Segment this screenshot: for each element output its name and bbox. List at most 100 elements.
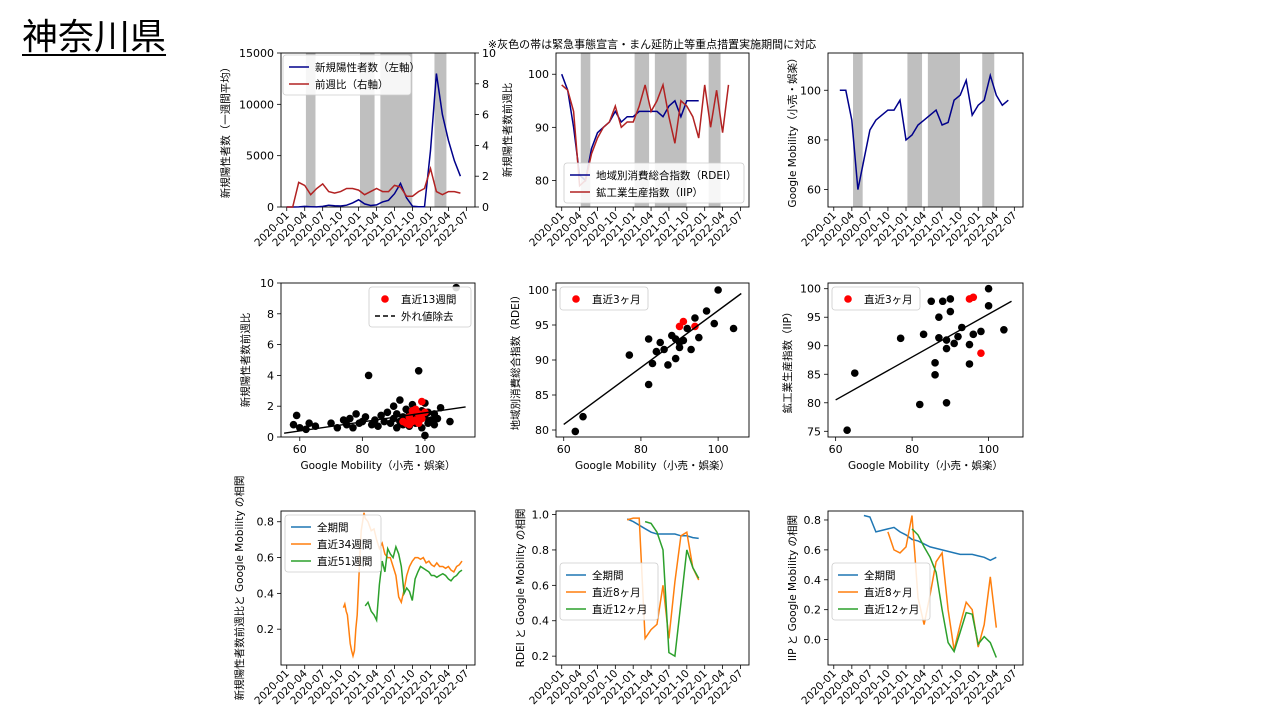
data-point <box>1000 325 1008 334</box>
chart-p8: 2020-012020-042020-072020-102021-012021-… <box>514 509 750 707</box>
legend-box <box>368 286 472 328</box>
y-tick-label: 100 <box>800 283 821 296</box>
data-point <box>414 366 423 375</box>
y-tick-label: 0.8 <box>804 514 822 527</box>
y-tick-label: 1.0 <box>532 509 550 522</box>
legend-label: 直近12ヶ月 <box>864 603 919 616</box>
legend-box <box>831 286 921 311</box>
y-tick-label: 90 <box>535 354 549 367</box>
fit-line <box>835 300 1012 401</box>
y-tick-label: 0.4 <box>804 574 822 587</box>
legend-swatch <box>381 295 389 303</box>
data-point <box>396 396 404 404</box>
data-point <box>349 423 357 432</box>
data-point <box>579 412 587 421</box>
legend-box <box>559 286 649 311</box>
x-tick-label: 100 <box>708 443 729 456</box>
data-point <box>931 371 939 379</box>
series-line <box>286 73 462 208</box>
y-tick-label: 6 <box>482 109 489 122</box>
data-point <box>938 297 947 306</box>
y-tick-label: 10 <box>482 47 496 60</box>
data-point <box>946 295 955 303</box>
data-point <box>919 330 928 339</box>
legend-box <box>563 162 745 204</box>
y-axis-label-right: 新規陽性者数前週比 <box>501 83 514 178</box>
x-tick-label: 80 <box>905 443 919 456</box>
x-axis-label: Google Mobility（小売・娯楽） <box>300 459 455 472</box>
data-point <box>984 284 993 293</box>
fit-line <box>284 406 466 434</box>
data-point <box>377 411 385 420</box>
y-axis-label-left: 新規陽性者数（一週間平均） <box>219 62 232 199</box>
recent-data-point <box>418 397 426 406</box>
series-line <box>286 165 461 208</box>
x-tick-label: 80 <box>355 443 369 456</box>
y-tick-label: 100 <box>528 68 549 81</box>
y-tick-label: 0.8 <box>257 516 275 529</box>
legend-label: 直近51週間 <box>317 555 372 568</box>
y-tick-label: 4 <box>482 139 489 152</box>
data-point <box>305 419 313 427</box>
slide-title: 神奈川県 <box>22 17 167 58</box>
chart-p1: 2020-012020-042020-072020-102021-012021-… <box>219 47 514 249</box>
y-tick-label: 0.0 <box>804 634 822 647</box>
y-tick-label: 0.2 <box>257 623 275 636</box>
legend-swatch <box>572 295 580 303</box>
series-line <box>644 520 700 658</box>
y-tick-label: 10000 <box>239 98 274 111</box>
shaded-period <box>982 53 995 207</box>
data-point <box>691 314 699 322</box>
recent-data-point <box>679 317 688 326</box>
data-point <box>935 333 943 342</box>
y-tick-label: 0 <box>267 201 274 214</box>
data-point <box>984 302 993 310</box>
data-point <box>850 369 859 377</box>
x-tick-label: 60 <box>293 443 307 456</box>
legend-label: 鉱工業生産指数（IIP） <box>596 186 703 199</box>
data-point <box>352 410 360 418</box>
y-tick-label: 10 <box>260 277 274 290</box>
data-point <box>652 347 661 356</box>
y-tick-label: 0.6 <box>804 544 822 557</box>
x-axis-label: Google Mobility（小売・娯楽） <box>848 459 1003 472</box>
legend-label: 直近12ヶ月 <box>592 603 647 616</box>
y-tick-label: 80 <box>807 134 821 147</box>
data-point <box>942 344 951 353</box>
legend-label: 直近8ヶ月 <box>864 586 913 599</box>
legend-label: 直近34週間 <box>317 538 372 551</box>
series-line <box>911 528 997 658</box>
shaded-period <box>305 53 316 207</box>
legend-label: 直近3ヶ月 <box>864 293 913 306</box>
y-tick-label: 0.8 <box>532 544 550 557</box>
data-point <box>896 334 905 343</box>
y-axis-label: 鉱工業生産指数（IIP） <box>781 306 794 413</box>
data-point <box>648 359 657 368</box>
recent-data-point <box>418 414 426 423</box>
data-point <box>392 423 401 432</box>
shaded-period <box>853 53 863 207</box>
y-tick-label: 85 <box>535 389 549 402</box>
series-line <box>626 517 700 641</box>
data-point <box>675 343 684 352</box>
data-point <box>843 426 851 434</box>
x-tick-label: 100 <box>414 443 435 456</box>
y-tick-label: 6 <box>267 339 274 352</box>
data-point <box>433 414 442 423</box>
y-tick-label: 80 <box>535 174 549 187</box>
chart-p7: 2020-012020-042020-072020-102021-012021-… <box>233 476 476 707</box>
y-tick-label: 0.4 <box>257 587 275 600</box>
legend-label: 全期間 <box>864 569 896 582</box>
data-point <box>361 413 370 421</box>
data-point <box>656 338 665 347</box>
data-point <box>965 360 974 368</box>
chart-p2: 2020-012020-042020-072020-102021-012021-… <box>527 52 750 249</box>
recent-data-point <box>405 420 414 429</box>
legend-swatch <box>844 295 852 303</box>
shaded-period <box>708 53 721 207</box>
y-tick-label: 95 <box>535 319 549 332</box>
y-tick-label: 95 <box>807 311 821 324</box>
legend-box <box>284 514 382 573</box>
plot-frame <box>280 282 476 438</box>
